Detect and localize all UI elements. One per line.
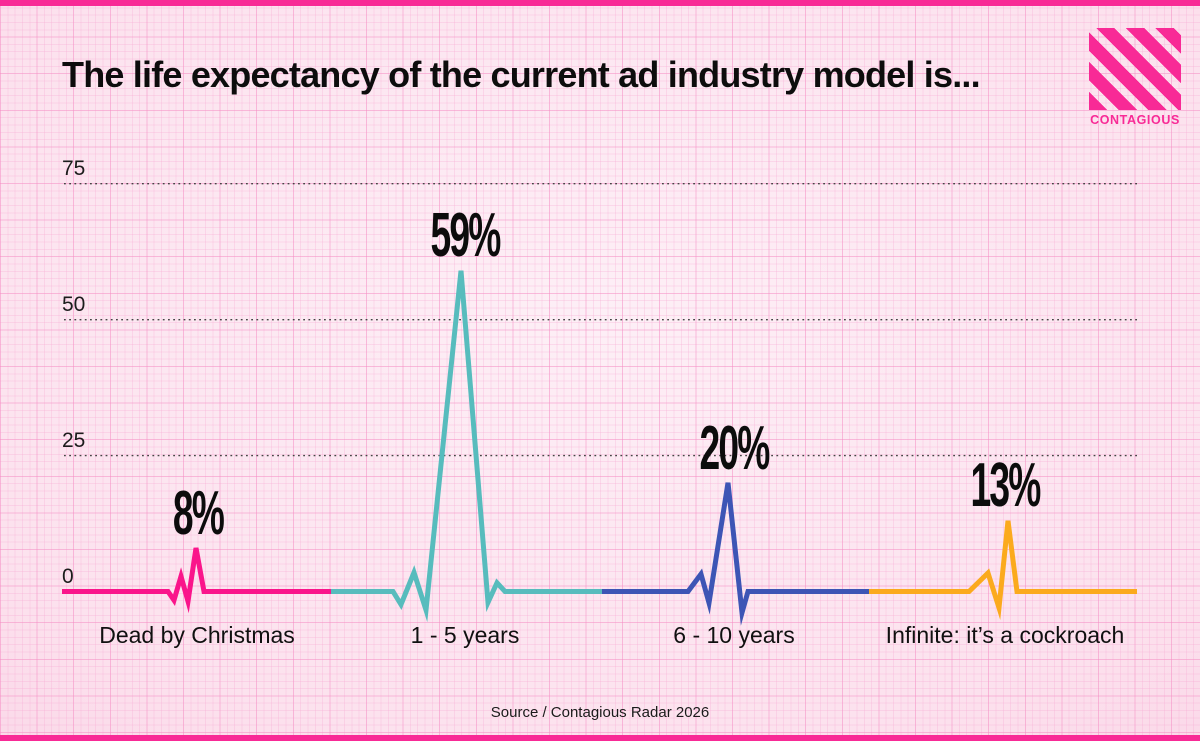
bottom-border-strip — [0, 735, 1200, 741]
source-note: Source / Contagious Radar 2026 — [490, 704, 710, 721]
y-tick-label: 50 — [62, 292, 86, 316]
category-label: Infinite: it’s a cockroach — [885, 622, 1125, 648]
ecg-pulse-line — [331, 270, 602, 623]
top-border-strip — [0, 0, 1200, 6]
contagious-logo: CONTAGIOUS — [1089, 28, 1181, 127]
category-label: Dead by Christmas — [99, 622, 295, 648]
value-label: 8% — [172, 479, 225, 548]
y-tick-label: 75 — [62, 156, 86, 180]
y-tick-label: 0 — [62, 564, 74, 588]
ecg-pulse-line — [869, 520, 1137, 621]
value-label: 20% — [699, 414, 770, 483]
page-title: The life expectancy of the current ad in… — [62, 54, 981, 95]
ecg-pulse-line — [602, 482, 869, 626]
value-label: 59% — [430, 201, 501, 270]
contagious-stripes-icon — [1089, 28, 1181, 110]
contagious-logo-text: CONTAGIOUS — [1090, 113, 1180, 127]
category-label: 6 - 10 years — [673, 622, 795, 648]
value-label: 13% — [970, 451, 1041, 520]
ecg-pulse-line — [62, 547, 331, 614]
category-label: 1 - 5 years — [410, 622, 520, 648]
y-tick-label: 25 — [62, 428, 86, 452]
